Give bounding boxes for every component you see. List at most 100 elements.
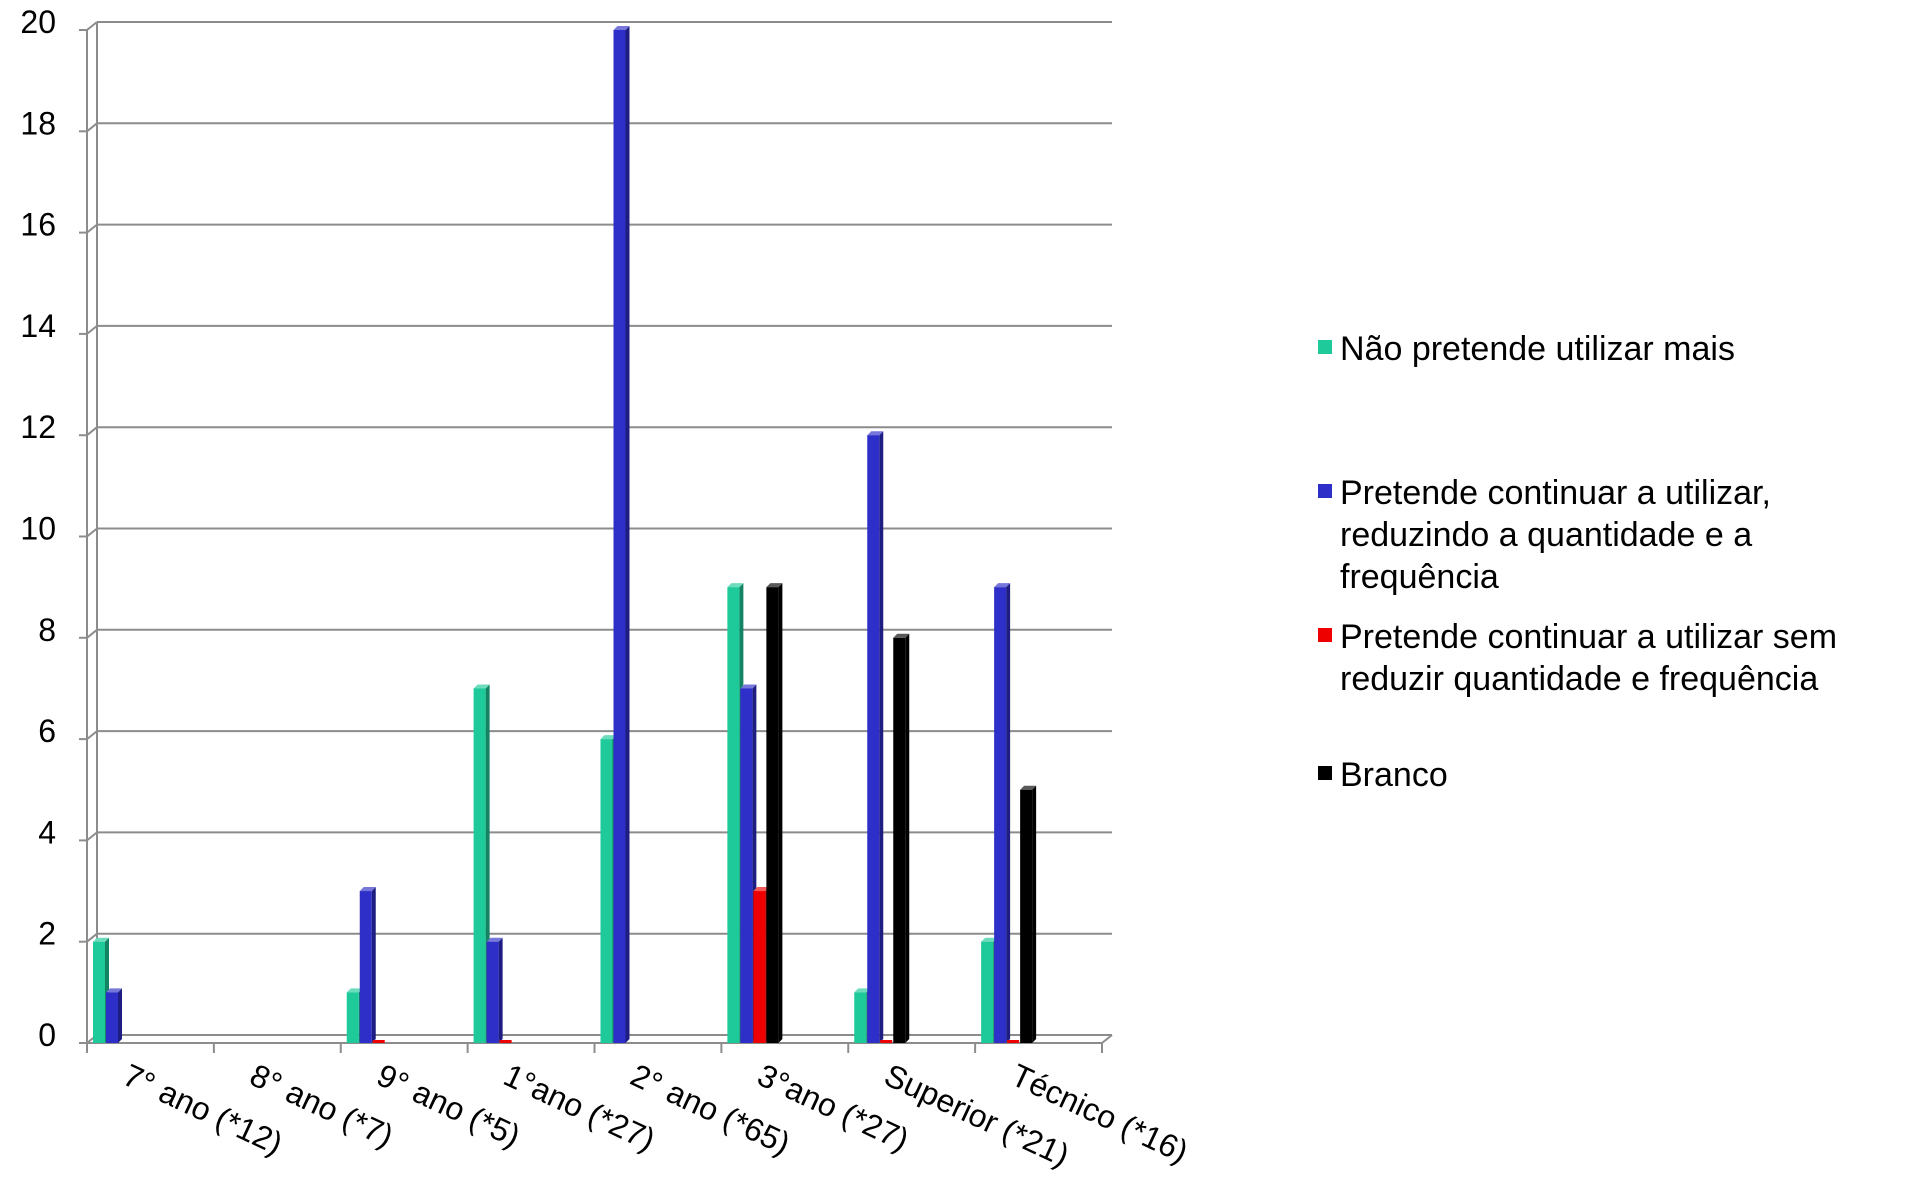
gridline-depth [86, 629, 98, 639]
bar-top [994, 583, 1011, 588]
y-tick-label: 14 [20, 308, 56, 344]
gridline-depth [86, 831, 98, 842]
bar-6-2 [880, 1040, 893, 1043]
y-tick-label: 10 [20, 511, 56, 547]
gridline-depth [86, 122, 98, 133]
legend-item: Pretende continuar a utilizar sem reduzi… [1318, 616, 1898, 700]
bar-front [727, 587, 740, 1043]
bar-front [486, 941, 499, 1043]
gridline-depth [86, 932, 98, 943]
bar-3-2 [499, 1040, 512, 1043]
gridline-depth [86, 325, 98, 335]
bar-front [893, 637, 906, 1043]
bar-2-2 [372, 1040, 385, 1043]
bar-top [613, 26, 630, 30]
gridline-depth [86, 223, 98, 234]
bars [93, 26, 1037, 1043]
legend-swatch [1318, 340, 1332, 354]
legend-item: Branco [1318, 754, 1448, 796]
bar-2-1 [359, 887, 376, 1043]
legend-label: Pretende continuar a utilizar, reduzindo… [1340, 474, 1771, 596]
bar-6-1 [867, 431, 884, 1043]
legend-label: Não pretende utilizar mais [1340, 330, 1735, 368]
axes [79, 22, 1113, 1053]
bar-side [625, 26, 630, 1043]
x-category-label: 9° ano (*5) [372, 1057, 526, 1154]
bar-zero-sliver [499, 1040, 512, 1043]
bar-front [1020, 789, 1033, 1043]
bar-side [1006, 583, 1011, 1043]
y-tick-label: 0 [38, 1017, 56, 1053]
bar-front [867, 435, 880, 1043]
y-tick-label: 12 [20, 409, 56, 445]
bar-top [867, 431, 884, 436]
y-tick-label: 2 [38, 916, 56, 952]
y-tick-label: 8 [38, 612, 56, 648]
legend-label: Branco [1340, 756, 1448, 794]
bar-top [600, 735, 617, 740]
bar-front [93, 941, 105, 1043]
legend-swatch [1318, 484, 1332, 498]
bar-7-1 [994, 583, 1011, 1043]
y-tick-label: 20 [20, 4, 56, 40]
y-tick-label: 16 [20, 207, 56, 243]
bar-top [473, 684, 490, 689]
bar-top [766, 583, 783, 588]
y-axis-tick-labels: 0 2 4 6 8 10 12 14 16 18 20 [20, 4, 56, 1053]
bar-zero-sliver [372, 1040, 385, 1043]
bar-front [766, 587, 779, 1043]
bar-side [371, 887, 376, 1043]
bar-side [1032, 785, 1037, 1043]
bar-front [106, 992, 118, 1043]
bar-front [613, 30, 626, 1043]
legend-item: Pretende continuar a utilizar, reduzindo… [1318, 472, 1898, 598]
x-axis-category-labels: 7° ano (*12)8° ano (*7)9° ano (*5)1°ano … [118, 1057, 1194, 1174]
bar-front [753, 891, 766, 1043]
bar-6-3 [893, 633, 910, 1043]
bar-7-2 [1007, 1040, 1020, 1043]
gridline-depth [86, 426, 98, 436]
bar-top [854, 988, 871, 993]
bar-front [473, 688, 486, 1043]
bar-7-3 [1020, 785, 1037, 1043]
bar-3-1 [486, 937, 503, 1043]
bar-top [486, 937, 503, 942]
x-axis-depth [1101, 1034, 1113, 1044]
gridline-depth [86, 21, 98, 31]
bar-5-3 [766, 583, 783, 1043]
bar-4-1 [613, 26, 630, 1043]
bar-top [359, 887, 376, 892]
bar-top [981, 937, 998, 942]
bar-side [905, 633, 910, 1043]
legend-swatch [1318, 766, 1332, 780]
bar-top [93, 937, 109, 942]
bar-top [1020, 785, 1037, 790]
bar-top [106, 988, 122, 993]
bar-front [359, 891, 372, 1043]
gridline-depth [86, 527, 98, 538]
bar-front [600, 739, 613, 1043]
legend-item: Não pretende utilizar mais [1318, 328, 1735, 370]
bar-top [727, 583, 744, 588]
bar-side [879, 431, 884, 1043]
y-tick-label: 18 [20, 105, 56, 141]
bar-side [778, 583, 783, 1043]
gridline-depth [86, 730, 98, 740]
bar-front [981, 941, 994, 1043]
bar-zero-sliver [1007, 1040, 1020, 1043]
bar-front [346, 992, 359, 1043]
bar-front [994, 587, 1007, 1043]
bar-front [854, 992, 867, 1043]
gridlines [86, 21, 1112, 1044]
bar-0-1 [106, 988, 122, 1043]
bar-top [740, 684, 757, 689]
bar-side [118, 988, 122, 1043]
bar-zero-sliver [880, 1040, 893, 1043]
bar-side [498, 937, 503, 1043]
bar-top [346, 988, 363, 993]
y-tick-label: 6 [38, 713, 56, 749]
legend-swatch [1318, 628, 1332, 642]
bar-top [893, 633, 910, 638]
y-tick-label: 4 [38, 814, 56, 850]
